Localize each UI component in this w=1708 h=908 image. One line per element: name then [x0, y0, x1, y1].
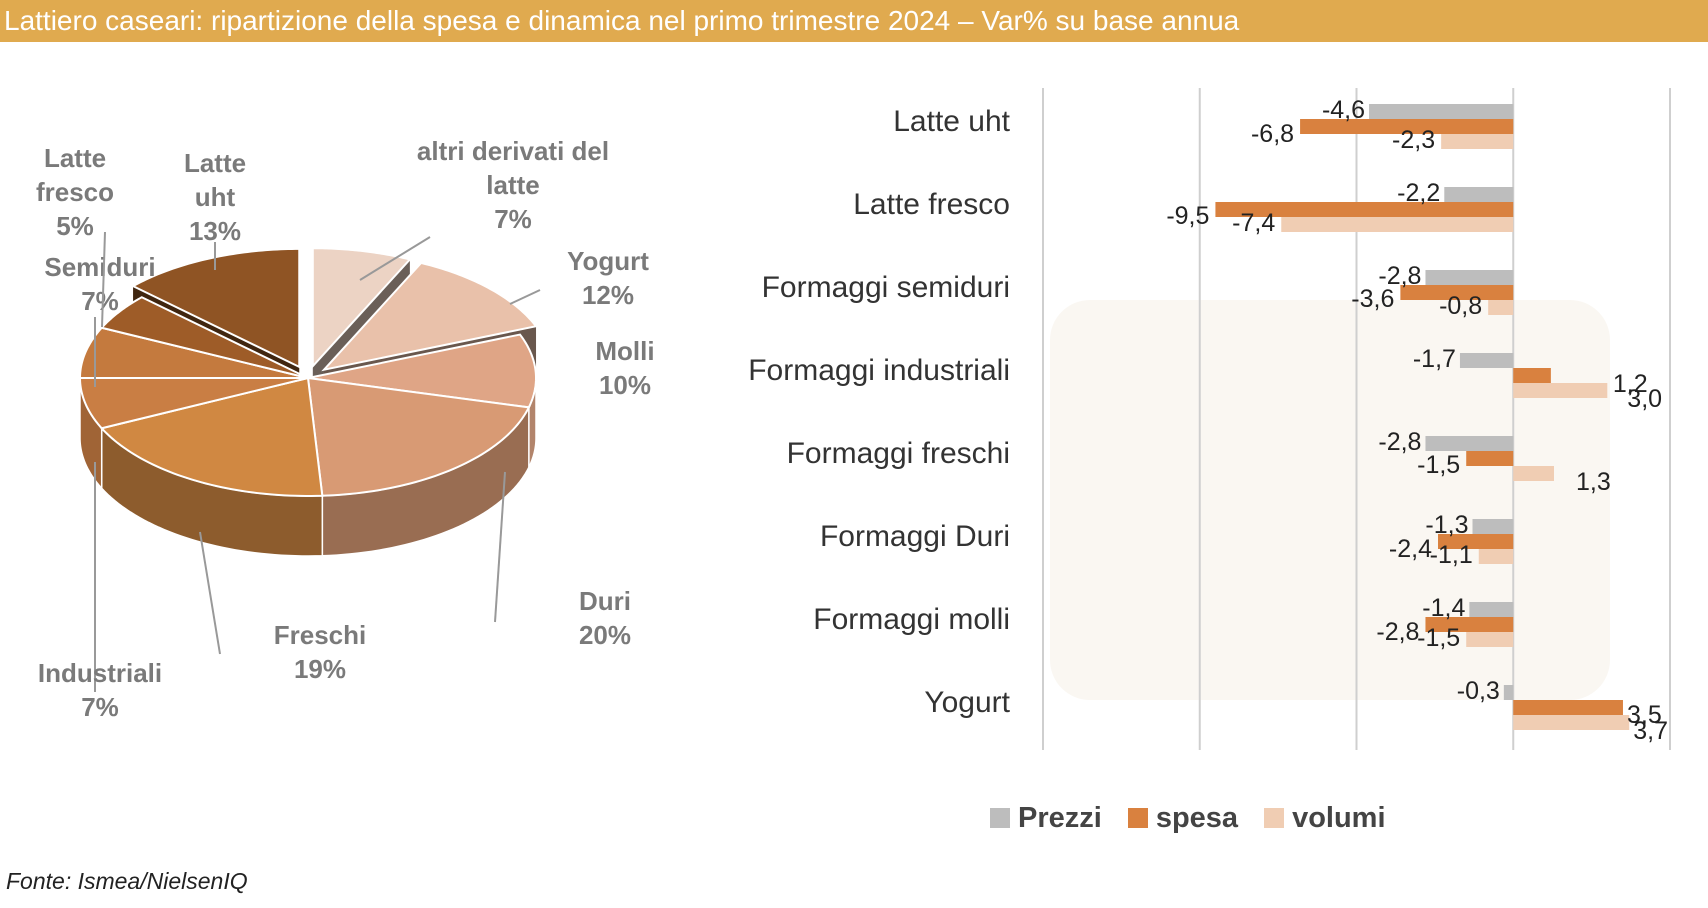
pie-slice-latte-uht — [130, 247, 301, 369]
value-label-volumi-latte-fresco: -7,4 — [1232, 209, 1275, 237]
bar-prezzi-formaggi-semiduri — [1425, 270, 1514, 285]
pie-leader-line — [199, 531, 221, 655]
value-label-volumi-formaggi-semiduri: -0,8 — [1439, 292, 1482, 320]
bar-spesa-formaggi-duri — [1438, 534, 1514, 549]
pie-label-molli: Molli 10% — [595, 336, 654, 400]
value-label-spesa-latte-fresco: -9,5 — [1166, 202, 1209, 230]
value-label-volumi-yogurt: 3,7 — [1633, 717, 1668, 745]
pie-slice-industriali — [78, 377, 309, 430]
category-label-formaggi-freschi: Formaggi freschi — [787, 437, 1010, 470]
pie-label-altri-derivati-del-latte: altri derivati del latte 7% — [417, 136, 609, 234]
bar-spesa-latte-fresco — [1215, 202, 1514, 217]
bar-spesa-formaggi-molli — [1425, 617, 1514, 632]
category-label-latte-fresco: Latte fresco — [853, 188, 1010, 221]
category-label-formaggi-semiduri: Formaggi semiduri — [762, 271, 1010, 304]
pie-label-duri: Duri 20% — [579, 586, 631, 650]
bar-volumi-formaggi-molli — [1466, 632, 1514, 647]
value-label-spesa-formaggi-duri: -2,4 — [1389, 535, 1432, 563]
value-label-prezzi-formaggi-duri: -1,3 — [1425, 511, 1468, 539]
pie-slice-duri — [306, 376, 531, 497]
bar-value-labels: -4,6-6,8 -2,3-2,2-9,5 -7,4-2,8-3,6 -0,8-1,7… — [1166, 96, 1668, 745]
bar-prezzi-latte-fresco — [1444, 187, 1514, 202]
background-illustration — [1050, 300, 1610, 700]
bar-category-labels: Latte uht Latte fresco Formaggi semiduri Fo… — [748, 105, 1010, 719]
bar-volumi-formaggi-freschi — [1513, 466, 1555, 481]
value-label-spesa-formaggi-freschi: -1,5 — [1417, 451, 1460, 479]
bar-prezzi-formaggi-molli — [1469, 602, 1514, 617]
value-label-volumi-formaggi-duri: -1,1 — [1430, 541, 1473, 569]
pie-slice-latte-fresco — [99, 296, 309, 379]
pie-slice-molli — [307, 333, 538, 409]
pie-label-semiduri: Semiduri 7% — [44, 252, 155, 316]
pie-label-yogurt: Yogurt 12% — [567, 246, 649, 310]
bar-volumi-formaggi-duri — [1478, 549, 1514, 564]
bar-legend: Prezzi spesa volumi — [990, 798, 1386, 838]
bar-prezzi-latte-uht — [1369, 104, 1514, 119]
pie-label-industriali: Industriali 7% — [38, 658, 162, 722]
value-label-volumi-latte-uht: -2,3 — [1392, 126, 1435, 154]
pie-chart: altri derivati del latte 7% Yogurt 12% Molli 1… — [36, 136, 655, 722]
value-label-prezzi-latte-uht: -4,6 — [1322, 96, 1365, 124]
value-label-spesa-latte-uht: -6,8 — [1251, 120, 1294, 148]
value-label-prezzi-latte-fresco: -2,2 — [1397, 179, 1440, 207]
value-label-volumi-formaggi-molli: -1,5 — [1417, 624, 1460, 652]
pie-label-latte-uht: Latte uht 13% — [184, 148, 246, 246]
pie-leader-line — [509, 289, 541, 305]
value-label-prezzi-formaggi-industriali: -1,7 — [1413, 345, 1456, 373]
bar-spesa-formaggi-semiduri — [1400, 285, 1514, 300]
bar-prezzi-formaggi-freschi — [1425, 436, 1514, 451]
pie-slice-altri-derivati-del-latte — [311, 247, 412, 369]
pie-labels: altri derivati del latte 7% Yogurt 12% Molli 1… — [36, 136, 655, 722]
bar-chart: -4,6-6,8 -2,3-2,2-9,5 -7,4-2,8-3,6 -0,8-1,7… — [748, 88, 1671, 750]
value-label-prezzi-formaggi-freschi: -2,8 — [1378, 428, 1421, 456]
category-label-yogurt: Yogurt — [924, 686, 1010, 719]
value-label-spesa-formaggi-molli: -2,8 — [1376, 618, 1419, 646]
pie-slice-freschi — [99, 376, 324, 497]
pie-leader-line — [359, 236, 431, 281]
bar-volumi-latte-uht — [1441, 134, 1514, 149]
pie-tops — [78, 247, 538, 497]
value-label-prezzi-yogurt: -0,3 — [1457, 677, 1500, 705]
pie-label-latte-fresco: Latte fresco 5% — [36, 143, 114, 241]
pie-label-freschi: Freschi 19% — [274, 620, 367, 684]
category-label-formaggi-molli: Formaggi molli — [813, 603, 1010, 636]
pie-leader-line — [494, 471, 506, 623]
bar-prezzi-formaggi-duri — [1472, 519, 1514, 534]
legend-swatch-prezzi — [990, 808, 1010, 828]
pie-slice-yogurt — [321, 261, 538, 372]
bar-spesa-formaggi-industriali — [1513, 368, 1551, 383]
value-label-volumi-formaggi-freschi: 1,3 — [1576, 468, 1611, 496]
bar-volumi-formaggi-industriali — [1513, 383, 1608, 398]
bar-prezzi-yogurt — [1503, 685, 1514, 700]
bar-spesa-formaggi-freschi — [1466, 451, 1514, 466]
bar-spesa-yogurt — [1513, 700, 1623, 715]
bar-volumi-formaggi-semiduri — [1488, 300, 1514, 315]
legend-item-volumi: volumi — [1264, 801, 1386, 835]
legend-item-prezzi: Prezzi — [990, 802, 1102, 835]
legend-swatch-spesa — [1127, 808, 1148, 828]
bar-marks — [1215, 104, 1630, 730]
legend-label-spesa: spesa — [1155, 801, 1239, 834]
bar-prezzi-formaggi-industriali — [1459, 353, 1514, 368]
value-label-prezzi-formaggi-semiduri: -2,8 — [1378, 262, 1421, 290]
source-note: Fonte: Ismea/NielsenIQ — [6, 868, 248, 894]
bar-volumi-yogurt — [1513, 715, 1630, 730]
chart-title: Lattiero caseari: ripartizione della spe… — [0, 0, 1708, 42]
pie-leader-line — [101, 231, 106, 328]
value-label-spesa-yogurt: 3,5 — [1627, 701, 1662, 729]
value-label-spesa-formaggi-semiduri: -3,6 — [1351, 285, 1394, 313]
bar-spesa-latte-uht — [1300, 119, 1514, 134]
bar-volumi-latte-fresco — [1281, 217, 1514, 232]
category-label-latte-uht: Latte uht — [893, 105, 1010, 138]
legend-label-prezzi: Prezzi — [1018, 801, 1102, 834]
value-label-volumi-formaggi-industriali: 3,0 — [1627, 385, 1662, 413]
value-label-prezzi-formaggi-molli: -1,4 — [1422, 594, 1465, 622]
category-label-formaggi-duri: Formaggi Duri — [820, 520, 1010, 553]
legend-swatch-volumi — [1264, 808, 1285, 828]
category-label-formaggi-industriali: Formaggi industriali — [748, 354, 1010, 387]
legend-item-spesa: spesa — [1127, 801, 1239, 835]
value-label-spesa-formaggi-industriali: 1,2 — [1613, 370, 1648, 398]
legend-label-volumi: volumi — [1292, 801, 1386, 834]
